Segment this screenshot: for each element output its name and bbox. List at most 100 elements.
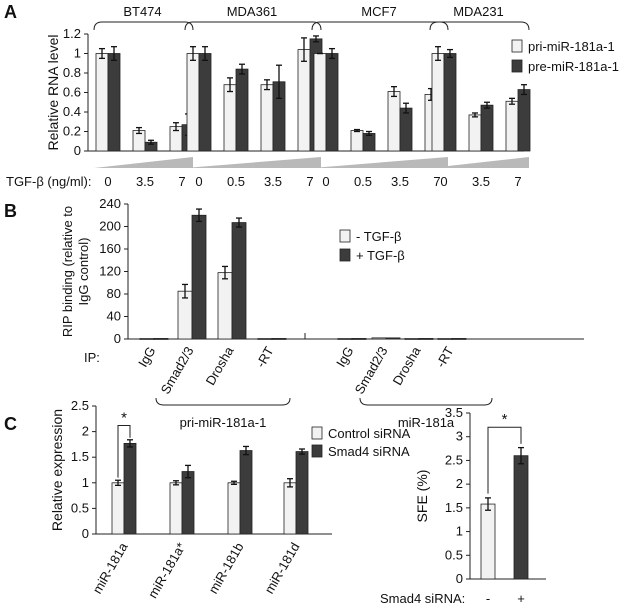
panel-c-bar-smad4 — [123, 442, 137, 535]
panel-a-bar-pri — [313, 53, 327, 152]
panel-sfe-bar-minus — [480, 503, 496, 580]
panel-b-ytick-label: 160 — [99, 241, 121, 256]
panel-b-legend-minus-swatch — [339, 229, 351, 243]
panel-b-category-label: -RT — [253, 344, 277, 370]
panel-c-legend-control-label: Control siRNA — [328, 426, 411, 441]
panel-b-bar-minus — [257, 338, 273, 340]
panel-b-ytick-label: 200 — [99, 219, 121, 234]
panel-b-group-label: pri-miR-181a-1 — [180, 415, 267, 430]
panel-b-bar-plus — [351, 338, 367, 340]
panel-c-ytick-label: 0.5 — [71, 500, 89, 515]
panel-a-legend-pre-swatch — [511, 59, 523, 73]
panel-b-bar-minus — [139, 338, 155, 340]
panel-b-bar-minus — [337, 338, 353, 340]
panel-c-category-label: miR-181a* — [145, 540, 189, 601]
panel-a-dose-label: 0 — [195, 174, 202, 189]
panel-a-bar-pre — [399, 107, 413, 152]
panel-c-category-label: miR-181b — [205, 540, 246, 596]
panel-c-ytick-label: 1 — [82, 475, 89, 490]
panel-b-bar-minus — [217, 272, 233, 340]
panel-a-dose-label: 0 — [322, 174, 329, 189]
panel-b-group-bracket — [155, 397, 291, 406]
panel-a-bar-pri — [387, 91, 401, 152]
panel-b-category-label: Smad2/3 — [158, 344, 197, 397]
panel-b-category-label: IgG — [333, 344, 356, 370]
panel-a-group-label: MDA361 — [227, 4, 278, 19]
panel-b-category-label: Drosha — [390, 343, 424, 387]
panel-c-legend-smad4-label: Smad4 siRNA — [328, 444, 410, 459]
panel-a-group-bracket — [93, 21, 194, 31]
panel-sfe-category-label: - — [486, 591, 490, 606]
panel-a-x-label: TGF-β (ng/ml): — [6, 174, 91, 189]
panel-sfe-significance-star: * — [502, 411, 508, 428]
panel-a-bar-pri — [505, 100, 519, 152]
panel-b-category-label: IgG — [135, 344, 158, 370]
panel-a-ytick-label: 0.6 — [63, 85, 81, 100]
panel-c-category-label: miR-181a — [89, 539, 131, 596]
panel-c-bar-control — [169, 482, 183, 535]
panel-b-group-bracket — [359, 397, 493, 406]
panel-a-dose-label: 3.5 — [391, 174, 409, 189]
panel-b-bar-plus — [451, 338, 467, 340]
panel-sfe-ytick-label: 3.5 — [445, 405, 463, 420]
panel-c-letter: C — [4, 414, 17, 434]
panel-c-legend-smad4-swatch — [311, 444, 323, 458]
panel-a-ytick-label: 1.2 — [63, 26, 81, 41]
panel-a-dose-label: 0 — [440, 174, 447, 189]
panel-a-ytick-label: 0 — [74, 143, 81, 158]
panel-c-bar-smad4 — [239, 450, 253, 535]
panel-a-chart: A Relative RNA level 0 0.2 0.4 0.6 0.8 1 1.2 BT47… — [4, 2, 619, 189]
panel-c-bar-control — [111, 482, 125, 535]
panel-b-ytick-label: 0 — [114, 331, 121, 346]
panel-a-bar-pre — [325, 53, 339, 152]
panel-b-legend-plus-swatch — [339, 248, 351, 262]
panel-a-bar-pri — [223, 84, 237, 152]
panel-b-legend-minus-label: - TGF-β — [356, 229, 402, 244]
panel-a-bar-pre — [235, 68, 249, 152]
panel-c-legend-control-swatch — [311, 426, 323, 440]
panel-a-group-bracket — [184, 21, 322, 31]
panel-b-legend-plus-label: + TGF-β — [356, 248, 405, 263]
panel-a-bar-pri — [95, 53, 109, 152]
panel-a-dose-wedge — [312, 157, 448, 168]
panel-c-y-label: Relative expression — [49, 409, 65, 531]
panel-sfe-category-label: + — [517, 591, 525, 606]
panel-b-y-label: RIP binding (relative to — [60, 206, 75, 337]
panel-a-bar-pri — [186, 53, 200, 152]
panel-b-bar-plus — [385, 337, 401, 340]
panel-b-bar-plus — [153, 338, 169, 340]
panel-sfe-ytick-label: 2 — [456, 476, 463, 491]
panel-a-ytick-label: 0.2 — [63, 124, 81, 139]
panel-sfe-x-label: Smad4 siRNA: — [380, 591, 465, 606]
panel-a-dose-label: 3.5 — [264, 174, 282, 189]
panel-c-bar-control — [227, 482, 241, 535]
panel-a-bar-pri — [431, 53, 445, 152]
panel-c-category-label: miR-181d — [261, 540, 302, 596]
panel-a-group-bracket — [429, 21, 530, 31]
panel-b-ytick-label: 240 — [99, 196, 121, 211]
panel-a-ytick-label: 0.8 — [63, 65, 81, 80]
panel-a-dose-label: 0.5 — [227, 174, 245, 189]
panel-c-ytick-label: 1.5 — [71, 449, 89, 464]
panel-a-dose-label: 3.5 — [472, 174, 490, 189]
panel-a-dose-label: 3.5 — [136, 174, 154, 189]
panel-c-ytick-label: 2.5 — [71, 398, 89, 413]
panel-a-dose-label: 7 — [178, 174, 185, 189]
panel-a-dose-label: 7 — [306, 174, 313, 189]
panel-a-bar-pre — [107, 53, 121, 152]
panel-a-bar-pri — [297, 49, 311, 152]
panel-b-bar-minus — [371, 337, 387, 340]
panel-b-bar-plus — [191, 214, 207, 340]
panel-b-ytick-label: 120 — [99, 264, 121, 279]
panel-b-bar-minus — [437, 338, 453, 340]
panel-b-ytick-label: 40 — [107, 309, 121, 324]
panel-a-group-label: BT474 — [123, 4, 161, 19]
panel-a-letter: A — [4, 2, 17, 22]
panel-b-category-label: -RT — [433, 344, 457, 370]
panel-b-bar-plus — [418, 338, 434, 340]
panel-a-dose-label: 7 — [514, 174, 521, 189]
panel-a-dose-label: 0 — [104, 174, 111, 189]
panel-a-bar-pri — [260, 84, 274, 152]
panel-sfe-y-label: SFE (%) — [414, 470, 430, 523]
panel-c-sfe-chart: SFE (%) 0 0.5 1 1.5 2 2.5 3 3.5 - + * Smad4 siRNA: — [380, 405, 546, 606]
